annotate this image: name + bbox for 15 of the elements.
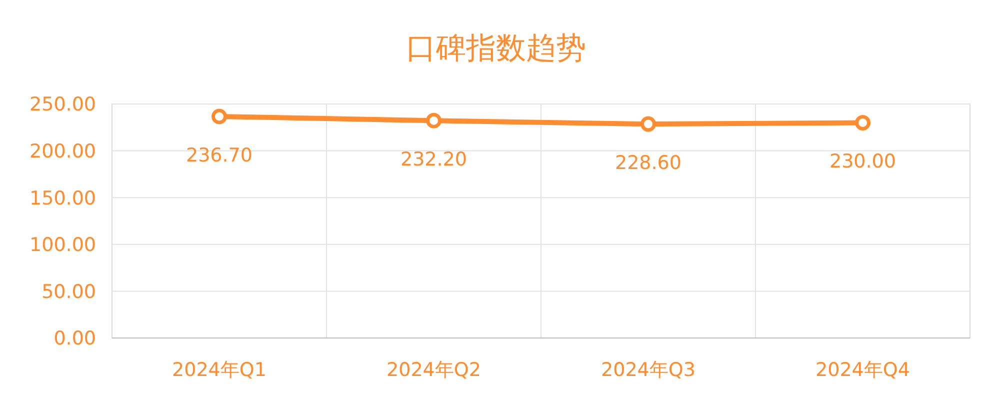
text: 236.70 <box>186 144 252 166</box>
chart-title: 口碑指数趋势 <box>406 31 586 66</box>
y-tick-label: 0.00 <box>54 328 96 350</box>
y-tick-label: 200.00 <box>30 140 96 162</box>
text: 232.20 <box>400 148 467 171</box>
x-tick-label: 2024年Q2 <box>386 359 481 381</box>
y-tick-label: 50.00 <box>42 280 96 303</box>
text: 230.00 <box>830 150 896 173</box>
y-tick-label: 250.00 <box>30 94 96 116</box>
x-tick-label: 2024年Q1 <box>172 359 266 381</box>
text: 228.60 <box>615 152 682 174</box>
y-tick-label: 150.00 <box>30 187 96 210</box>
x-tick-label: 2024年Q3 <box>601 359 696 381</box>
x-tick-label: 2024年Q4 <box>816 359 910 381</box>
y-tick-label: 100.00 <box>30 234 96 256</box>
